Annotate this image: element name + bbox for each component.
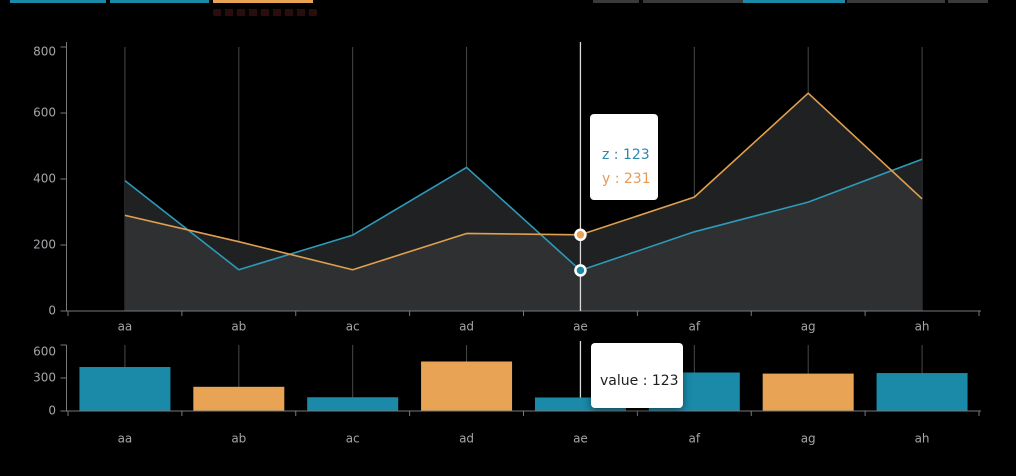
bar-ab[interactable] (193, 386, 285, 411)
sub-category-label: ad (459, 432, 474, 446)
bar-ah[interactable] (876, 373, 968, 411)
area-fill-overlap (124, 170, 923, 311)
toolbar-button-4[interactable] (847, 0, 945, 3)
sub-y-tick-label: 300 (33, 371, 56, 385)
main-category-label: ad (459, 320, 474, 334)
main-category-label: ag (801, 320, 816, 334)
bar-ad[interactable] (421, 361, 513, 412)
toolbar-button-1[interactable] (593, 0, 639, 3)
sub-category-label: ag (801, 432, 816, 446)
toolbar-button-active[interactable] (743, 0, 845, 3)
legend-strip-orange[interactable] (213, 0, 313, 3)
main-y-tick-label: 200 (33, 238, 56, 252)
tooltip-series-y: y : 231 (602, 171, 651, 187)
sub-category-label: af (689, 432, 701, 446)
main-category-label: ah (915, 320, 930, 334)
sub-category-label: aa (118, 432, 133, 446)
main-y-tick-label: 800 (33, 45, 56, 59)
tooltip-bar-value: value : 123 (600, 373, 679, 389)
tooltip-series-z: z : 123 (602, 147, 650, 163)
main-category-label: aa (118, 320, 133, 334)
legend-strip-teal-2[interactable] (110, 0, 209, 3)
main-category-label: af (689, 320, 701, 334)
line-chart-tooltip: z : 123 y : 231 (590, 114, 658, 200)
main-y-tick-label: 400 (33, 172, 56, 186)
toolbar-button-5[interactable] (948, 0, 988, 3)
bar-ag[interactable] (762, 373, 854, 411)
main-category-label: ab (231, 320, 246, 334)
main-category-label: ac (346, 320, 360, 334)
main-category-label: ae (573, 320, 588, 334)
sub-category-label: ac (346, 432, 360, 446)
sub-y-tick-label: 0 (48, 404, 56, 418)
sub-category-label: ah (915, 432, 930, 446)
series-line-y[interactable] (124, 92, 923, 271)
series-line-z[interactable] (124, 158, 923, 272)
bar-aa[interactable] (79, 367, 171, 411)
bar-ac[interactable] (307, 397, 399, 411)
main-y-tick-label: 600 (33, 106, 56, 120)
toolbar-button-2[interactable] (643, 0, 743, 3)
clipped-text-fragment (213, 9, 317, 16)
bar-chart-tooltip: value : 123 (591, 343, 683, 408)
sub-category-label: ab (231, 432, 246, 446)
legend-strip-teal-1[interactable] (10, 0, 106, 3)
sub-y-tick-label: 600 (33, 345, 56, 359)
sub-category-label: ae (573, 432, 588, 446)
main-y-tick-label: 0 (48, 304, 56, 318)
highlight-dot-z[interactable] (574, 264, 587, 277)
highlight-dot-y[interactable] (574, 228, 587, 242)
